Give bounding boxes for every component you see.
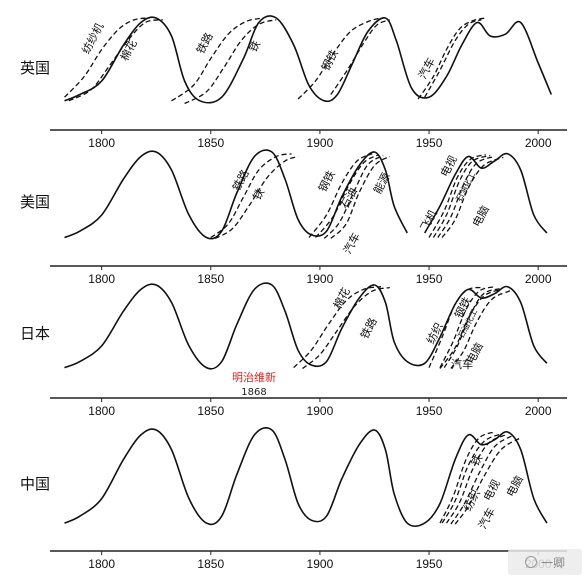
series-dashed-uk-4 bbox=[184, 19, 277, 105]
series-dashed-china-1 bbox=[439, 431, 495, 524]
series-label-us-11: 电脑 bbox=[470, 204, 492, 230]
series-dashed-us-5 bbox=[315, 154, 380, 238]
series-line-us-1 bbox=[424, 152, 548, 234]
series-dashed-uk-3 bbox=[171, 17, 264, 102]
panel-label-china: 中国 bbox=[20, 475, 50, 493]
series-label-uk-1: 纺纱机 bbox=[79, 20, 107, 56]
watermark-text: 一卿 bbox=[540, 555, 565, 570]
annotation-japan-0: 明治维新 bbox=[232, 370, 276, 384]
series-dashed-uk-2 bbox=[68, 19, 163, 102]
series-label-japan-7: 电脑 bbox=[464, 341, 486, 367]
series-dashed-japan-6 bbox=[439, 288, 502, 369]
series-dashed-japan-4 bbox=[428, 286, 484, 368]
series-line-japan-0 bbox=[64, 282, 548, 370]
series-line-china-0 bbox=[64, 427, 548, 527]
series-dashed-us-11 bbox=[441, 156, 504, 238]
series-label-uk-5: 钢铁 bbox=[319, 48, 341, 74]
series-dashed-us-4 bbox=[308, 153, 373, 238]
series-dashed-us-2 bbox=[210, 153, 292, 239]
x-tick-label-japan-1900: 1900 bbox=[307, 404, 334, 418]
x-tick-label-japan-2000: 2000 bbox=[525, 404, 552, 418]
series-dashed-japan-7 bbox=[450, 289, 513, 369]
x-tick-label-japan-1850: 1850 bbox=[197, 404, 224, 418]
series-label-us-2: 铁路 bbox=[230, 168, 252, 194]
series-label-us-4: 钢铁 bbox=[316, 169, 338, 195]
x-tick-label-china-1800: 1800 bbox=[88, 557, 115, 571]
series-dashed-japan-2 bbox=[302, 286, 390, 370]
annotation-japan-1: 1868 bbox=[241, 387, 266, 398]
series-line-uk-0 bbox=[64, 15, 553, 104]
series-label-us-6: 汽车 bbox=[340, 230, 363, 256]
series-label-japan-2: 铁路 bbox=[358, 316, 380, 342]
x-tick-label-uk-2000: 2000 bbox=[525, 136, 552, 150]
series-dashed-uk-5 bbox=[297, 17, 382, 100]
series-label-china-5: 电脑 bbox=[504, 474, 526, 500]
x-tick-label-uk-1900: 1900 bbox=[307, 136, 334, 150]
x-tick-label-china-1950: 1950 bbox=[416, 557, 443, 571]
series-dashed-uk-8 bbox=[424, 19, 482, 98]
series-label-us-8: 电视 bbox=[437, 153, 460, 179]
x-tick-label-japan-1950: 1950 bbox=[416, 404, 443, 418]
series-dashed-us-6 bbox=[323, 155, 384, 239]
series-dashed-us-10 bbox=[437, 155, 495, 238]
series-label-china-4: 汽车 bbox=[475, 505, 498, 531]
series-label-china-3: 电视 bbox=[480, 477, 503, 503]
panel-label-uk: 英国 bbox=[20, 59, 50, 77]
series-dashed-china-2 bbox=[441, 433, 502, 524]
x-tick-label-japan-1800: 1800 bbox=[88, 404, 115, 418]
series-dashed-uk-6 bbox=[330, 19, 391, 95]
x-tick-label-us-1850: 1850 bbox=[197, 272, 224, 286]
series-dashed-china-4 bbox=[450, 435, 513, 525]
x-tick-label-us-2000: 2000 bbox=[525, 272, 552, 286]
series-dashed-china-3 bbox=[445, 434, 506, 524]
panel-china: 中国18001850190019502000铁纺织电视汽车电脑 bbox=[20, 427, 567, 571]
x-tick-label-china-1900: 1900 bbox=[307, 557, 334, 571]
series-label-us-3: 铁 bbox=[251, 186, 268, 202]
series-dashed-us-7 bbox=[330, 155, 391, 239]
x-tick-label-us-1800: 1800 bbox=[88, 272, 115, 286]
watermark-icon bbox=[524, 556, 537, 568]
series-dashed-japan-5 bbox=[443, 287, 502, 368]
series-label-uk-7: 汽车 bbox=[415, 55, 438, 81]
x-tick-label-china-1850: 1850 bbox=[197, 557, 224, 571]
panel-label-us: 美国 bbox=[20, 193, 50, 211]
series-label-china-2: 纺织 bbox=[460, 487, 483, 513]
series-dashed-us-3 bbox=[214, 155, 299, 239]
series-dashed-us-8 bbox=[428, 154, 486, 238]
watermark: 一卿 bbox=[508, 549, 582, 575]
series-dashed-us-9 bbox=[432, 154, 491, 238]
series-label-uk-4: 铁 bbox=[247, 38, 264, 54]
x-tick-label-us-1950: 1950 bbox=[416, 272, 443, 286]
series-dashed-uk-7 bbox=[417, 17, 486, 100]
series-dashed-japan-3 bbox=[439, 286, 495, 368]
panel-label-japan: 日本 bbox=[20, 325, 50, 343]
x-tick-label-uk-1850: 1850 bbox=[197, 136, 224, 150]
x-tick-label-uk-1800: 1800 bbox=[88, 136, 115, 150]
series-label-uk-3: 铁路 bbox=[194, 31, 216, 57]
series-line-us-0 bbox=[64, 149, 408, 240]
x-tick-label-us-1900: 1900 bbox=[307, 272, 334, 286]
series-dashed-uk-1 bbox=[64, 17, 150, 98]
x-tick-label-uk-1950: 1950 bbox=[416, 136, 443, 150]
series-dashed-japan-1 bbox=[293, 286, 382, 369]
